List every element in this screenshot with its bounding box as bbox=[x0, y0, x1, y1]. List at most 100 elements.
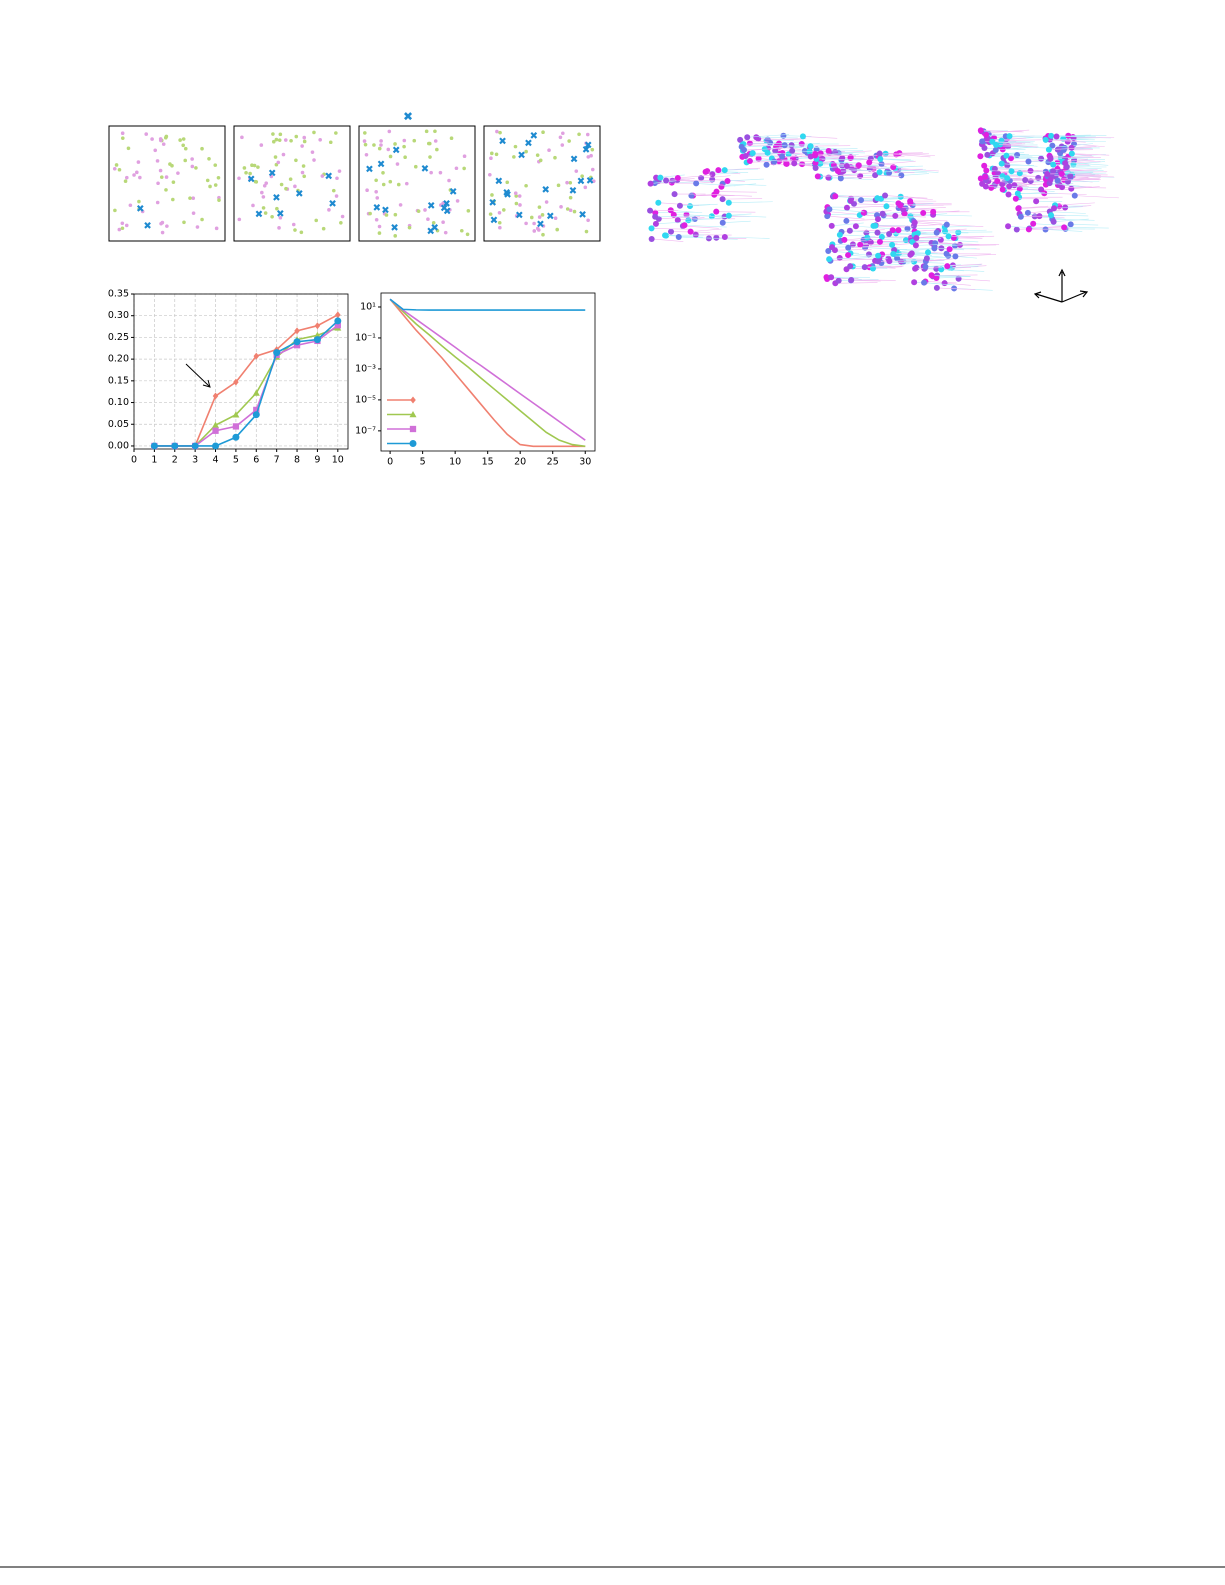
flow-streak bbox=[914, 229, 949, 232]
cloud-point bbox=[652, 213, 659, 220]
series-line bbox=[154, 324, 339, 447]
panel-dot bbox=[432, 225, 437, 230]
cloud-point bbox=[1061, 224, 1068, 231]
flow-streak bbox=[846, 218, 880, 222]
panel-cross: ✖ bbox=[443, 206, 451, 217]
x-tick-label: 2 bbox=[172, 455, 178, 466]
panel-dot bbox=[269, 174, 274, 179]
panel-dot bbox=[561, 131, 565, 136]
panel-cross: ✖ bbox=[442, 199, 450, 210]
panel-cross: ✖ bbox=[392, 146, 400, 157]
flow-streak bbox=[749, 159, 793, 162]
panel-cross: ✖ bbox=[577, 177, 585, 188]
flow-streak bbox=[944, 225, 975, 228]
panel-dot bbox=[497, 220, 502, 225]
panel-dot bbox=[283, 138, 288, 142]
x-tick-label: 4 bbox=[213, 455, 219, 466]
flow-streak bbox=[931, 274, 971, 277]
panel-dot bbox=[416, 209, 421, 213]
cloud-point bbox=[674, 217, 681, 224]
panel-cross: ✖ bbox=[530, 131, 538, 142]
panel-dot bbox=[541, 224, 546, 228]
cloud-point bbox=[886, 230, 893, 237]
cloud-point bbox=[878, 233, 885, 240]
cloud-point bbox=[925, 249, 932, 256]
flow-streak bbox=[944, 229, 987, 232]
cloud-point bbox=[941, 280, 948, 287]
panel-dot bbox=[568, 180, 573, 185]
panel-cross: ✖ bbox=[498, 136, 506, 147]
cloud-point bbox=[1050, 161, 1057, 168]
panel-dot bbox=[433, 139, 438, 143]
flow-streak bbox=[885, 195, 928, 199]
panel-dot bbox=[150, 137, 154, 141]
panel-dot bbox=[302, 139, 307, 144]
panel-dot bbox=[580, 174, 584, 178]
panel-dot bbox=[126, 146, 131, 151]
panel-cross: ✖ bbox=[365, 164, 373, 175]
cloud-point bbox=[870, 265, 877, 272]
flow-streak bbox=[879, 170, 910, 173]
panel-dot bbox=[585, 132, 590, 137]
cloud-point bbox=[866, 159, 873, 166]
panel-dot bbox=[112, 166, 117, 171]
y-tick-label: 10¹ bbox=[360, 301, 376, 312]
panel-dot bbox=[498, 130, 502, 135]
cloud-point bbox=[886, 169, 893, 176]
panel-dot bbox=[544, 200, 549, 204]
panel-dot bbox=[514, 214, 519, 218]
cloud-point bbox=[674, 174, 681, 181]
flow-streak bbox=[716, 191, 757, 193]
flow-streak bbox=[1045, 229, 1083, 232]
cloud-point bbox=[872, 222, 879, 229]
flow-streak bbox=[839, 234, 876, 237]
cloud-point bbox=[876, 169, 883, 176]
cloud-point bbox=[1051, 205, 1058, 212]
cloud-point bbox=[983, 167, 990, 174]
cloud-point bbox=[907, 198, 914, 205]
panel-dot bbox=[377, 224, 382, 229]
panel-dot bbox=[495, 129, 499, 134]
cloud-point bbox=[702, 168, 709, 175]
cloud-point bbox=[668, 228, 675, 235]
panel-dot bbox=[299, 230, 304, 235]
plot-frame bbox=[380, 292, 596, 452]
panel-dot bbox=[259, 143, 264, 147]
panel-dot bbox=[289, 138, 293, 143]
x-tick-label: 25 bbox=[547, 457, 559, 468]
data-point bbox=[334, 322, 341, 329]
panel-dot bbox=[490, 151, 494, 156]
panel-cross: ✖ bbox=[276, 209, 284, 220]
flow-streak bbox=[865, 247, 907, 250]
flow-streak bbox=[743, 142, 784, 145]
flow-streak bbox=[1065, 161, 1101, 164]
cloud-point bbox=[725, 199, 732, 206]
cloud-point bbox=[893, 151, 900, 158]
flow-streak bbox=[896, 248, 931, 252]
flow-streak bbox=[831, 222, 864, 227]
cloud-point bbox=[825, 248, 832, 255]
cloud-point bbox=[657, 174, 664, 181]
flow-streak bbox=[741, 144, 787, 148]
cloud-point bbox=[1035, 174, 1042, 181]
panel-dot bbox=[200, 217, 204, 222]
panel-dot bbox=[188, 196, 192, 200]
flow-streak bbox=[947, 263, 983, 267]
panel-dot bbox=[429, 170, 433, 175]
flow-streak bbox=[1006, 155, 1033, 158]
panel-dot bbox=[195, 225, 200, 229]
flow-streak bbox=[893, 250, 920, 255]
panel-dot bbox=[454, 166, 459, 171]
cloud-point bbox=[991, 165, 998, 172]
panel-dot bbox=[277, 138, 282, 142]
cloud-point bbox=[812, 152, 819, 159]
cloud-point bbox=[676, 202, 683, 209]
cloud-point bbox=[1013, 226, 1020, 233]
flow-streak bbox=[844, 236, 883, 241]
cloud-point bbox=[1025, 226, 1032, 233]
cloud-point bbox=[1041, 190, 1048, 197]
flow-streak bbox=[1053, 164, 1091, 166]
panel-dot bbox=[208, 184, 212, 189]
cloud-point bbox=[1068, 150, 1075, 157]
flow-streak bbox=[900, 196, 933, 200]
